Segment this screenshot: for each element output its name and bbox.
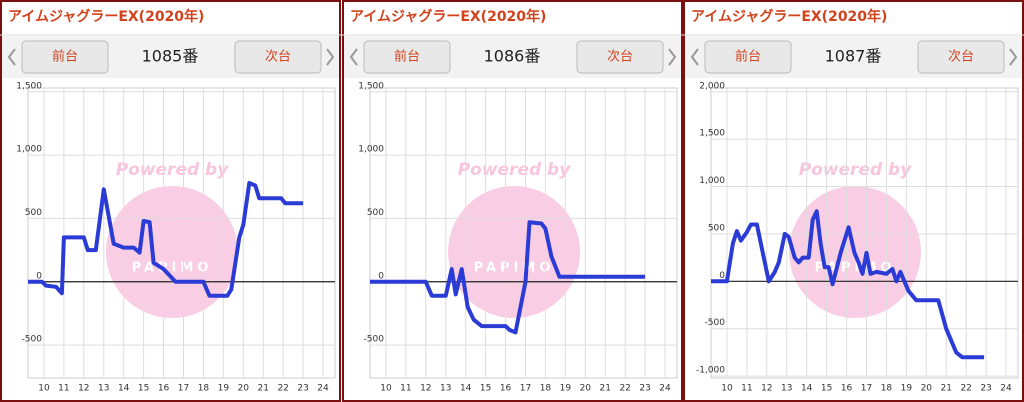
watermark-circle	[106, 186, 238, 318]
x-tick-label: 18	[198, 384, 210, 394]
prev-label[interactable]: 前台	[394, 49, 420, 65]
x-tick-label: 15	[138, 384, 149, 394]
x-tick-label: 19	[560, 384, 572, 394]
next-arrow[interactable]	[668, 48, 677, 66]
prev-arrow[interactable]	[690, 48, 699, 66]
y-tick-label: 1,500	[358, 81, 384, 91]
x-tick-label: 19	[218, 384, 230, 394]
x-tick-label: 23	[297, 384, 308, 394]
y-tick-label: 1,500	[699, 129, 725, 139]
prev-label[interactable]: 前台	[735, 49, 761, 65]
data-line	[370, 220, 646, 335]
x-tick-label: 24	[317, 384, 329, 394]
x-tick-label: 22	[960, 384, 971, 394]
x-tick-label: 14	[801, 384, 813, 394]
data-line	[28, 181, 304, 298]
x-tick-label: 15	[480, 384, 491, 394]
y-tick-label: 0	[36, 271, 42, 281]
next-label[interactable]: 次台	[265, 49, 291, 65]
y-tick-label: 500	[25, 208, 42, 218]
watermark-text: Powered by	[458, 160, 572, 180]
x-tick-label: 13	[781, 384, 792, 394]
next-label[interactable]: 次台	[948, 49, 974, 65]
next-button[interactable]	[917, 40, 1005, 74]
x-tick-label: 24	[659, 384, 671, 394]
prev-arrow[interactable]	[7, 48, 16, 66]
y-tick-label: 1,000	[699, 176, 725, 186]
next-button[interactable]	[234, 40, 322, 74]
next-button[interactable]	[576, 40, 664, 74]
y-tick-label: -1,000	[696, 366, 725, 376]
x-tick-label: 22	[277, 384, 288, 394]
x-tick-label: 24	[1000, 384, 1012, 394]
data-line	[711, 209, 985, 360]
panel-title: アイムジャグラーEX(2020年)	[691, 8, 887, 25]
panel-title: アイムジャグラーEX(2020年)	[350, 8, 546, 25]
x-tick-label: 12	[761, 384, 772, 394]
watermark-text: Powered by	[799, 160, 913, 180]
x-tick-label: 12	[420, 384, 431, 394]
x-tick-label: 18	[540, 384, 552, 394]
x-tick-label: 14	[460, 384, 472, 394]
panel-title: アイムジャグラーEX(2020年)	[8, 8, 204, 25]
next-label[interactable]: 次台	[607, 49, 633, 65]
y-tick-label: 0	[378, 271, 384, 281]
y-tick-label: -500	[22, 335, 43, 345]
x-tick-label: 10	[721, 384, 733, 394]
x-tick-label: 17	[861, 384, 872, 394]
x-tick-label: 13	[440, 384, 451, 394]
x-tick-label: 17	[178, 384, 189, 394]
watermark-text: Powered by	[116, 160, 230, 180]
prev-button[interactable]	[21, 40, 109, 74]
y-tick-label: 500	[367, 208, 384, 218]
x-tick-label: 15	[821, 384, 832, 394]
prev-button[interactable]	[704, 40, 792, 74]
x-tick-label: 16	[158, 384, 170, 394]
machine-number: 1086番	[484, 47, 541, 66]
x-tick-label: 14	[118, 384, 130, 394]
prev-arrow[interactable]	[349, 48, 358, 66]
x-tick-label: 16	[841, 384, 853, 394]
x-tick-label: 22	[619, 384, 630, 394]
x-tick-label: 23	[639, 384, 650, 394]
x-tick-label: 20	[238, 384, 250, 394]
prev-label[interactable]: 前台	[52, 49, 78, 65]
x-tick-label: 13	[98, 384, 109, 394]
y-tick-label: 2,000	[699, 81, 725, 91]
x-tick-label: 11	[58, 384, 69, 394]
y-tick-label: 1,000	[358, 145, 384, 155]
x-tick-label: 18	[881, 384, 893, 394]
x-tick-label: 20	[921, 384, 933, 394]
x-tick-label: 21	[600, 384, 611, 394]
x-tick-label: 17	[520, 384, 531, 394]
machine-number: 1087番	[825, 47, 882, 66]
x-tick-label: 20	[580, 384, 592, 394]
watermark-circle	[448, 186, 580, 318]
prev-button[interactable]	[363, 40, 451, 74]
x-tick-label: 16	[500, 384, 512, 394]
y-tick-label: 500	[708, 223, 725, 233]
y-tick-label: -500	[364, 335, 385, 345]
y-tick-label: 1,500	[16, 81, 42, 91]
x-tick-label: 10	[380, 384, 392, 394]
x-tick-label: 12	[78, 384, 89, 394]
machine-number: 1085番	[142, 47, 199, 66]
x-tick-label: 21	[258, 384, 269, 394]
x-tick-label: 19	[901, 384, 913, 394]
x-tick-label: 10	[38, 384, 50, 394]
watermark-logo: PAPIMO	[474, 261, 555, 276]
y-tick-label: 1,000	[16, 145, 42, 155]
x-tick-label: 23	[980, 384, 991, 394]
next-arrow[interactable]	[1009, 48, 1018, 66]
x-tick-label: 11	[400, 384, 411, 394]
next-arrow[interactable]	[326, 48, 335, 66]
y-tick-label: 0	[719, 271, 725, 281]
x-tick-label: 11	[741, 384, 752, 394]
watermark-logo: PAPIMO	[132, 261, 213, 276]
y-tick-label: -500	[705, 318, 726, 328]
x-tick-label: 21	[941, 384, 952, 394]
